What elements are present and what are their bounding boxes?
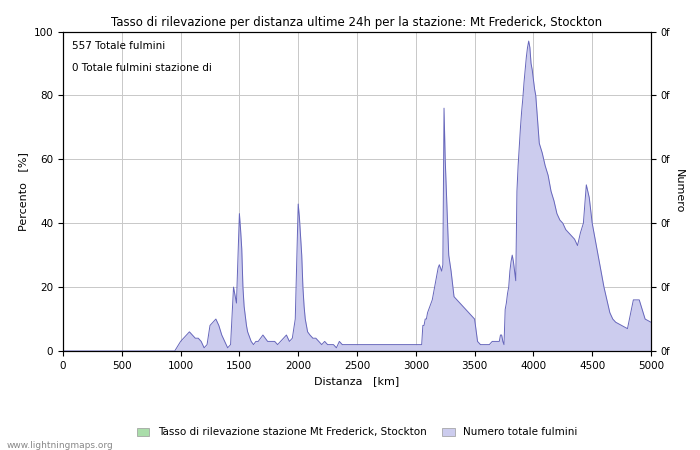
Text: 557 Totale fulmini: 557 Totale fulmini [72,41,165,51]
Text: 0 Totale fulmini stazione di: 0 Totale fulmini stazione di [72,63,211,73]
Title: Tasso di rilevazione per distanza ultime 24h per la stazione: Mt Frederick, Stoc: Tasso di rilevazione per distanza ultime… [111,16,603,29]
X-axis label: Distanza   [km]: Distanza [km] [314,376,400,386]
Text: www.lightningmaps.org: www.lightningmaps.org [7,441,113,450]
Y-axis label: Percento   [%]: Percento [%] [18,152,28,231]
Legend: Tasso di rilevazione stazione Mt Frederick, Stockton, Numero totale fulmini: Tasso di rilevazione stazione Mt Frederi… [132,423,582,441]
Y-axis label: Numero: Numero [674,169,684,213]
